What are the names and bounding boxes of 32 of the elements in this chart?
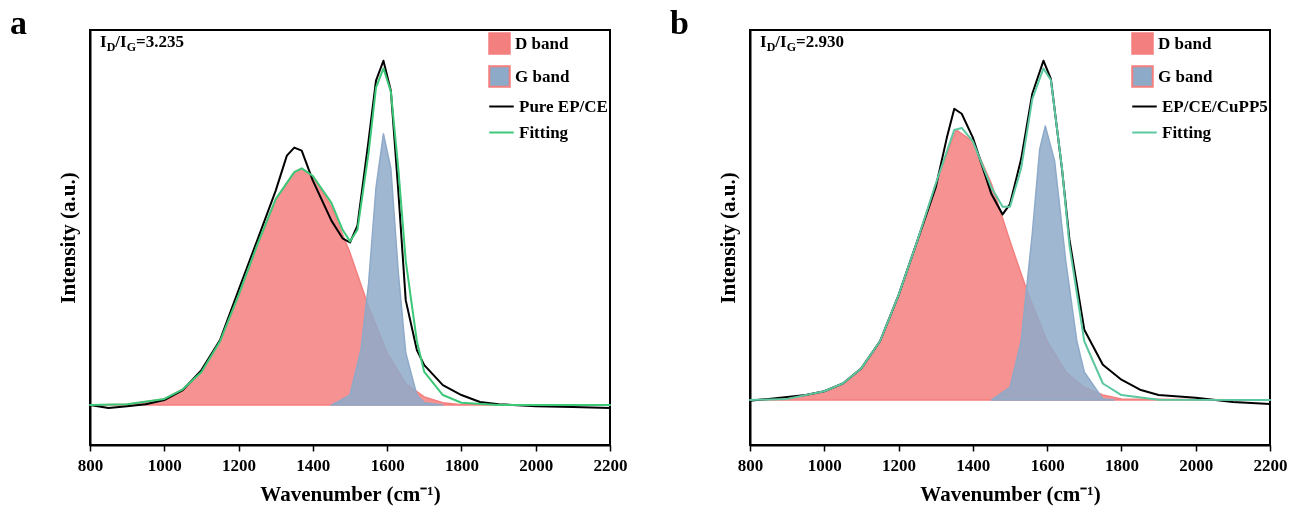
x-tick-label: 1000 (807, 455, 842, 475)
legend-label: EP/CE/CuPP5 (1162, 96, 1268, 116)
x-tick-label: 1000 (147, 455, 182, 475)
x-tick-label: 2000 (1179, 455, 1214, 475)
legend-label: G band (1158, 66, 1213, 86)
x-tick-label: 800 (77, 455, 104, 475)
x-tick-label: 1400 (956, 455, 991, 475)
x-axis-title: Wavenumber (cm⁻¹) (920, 481, 1101, 506)
legend-label: Fitting (519, 122, 569, 142)
x-tick-label: 1800 (1104, 455, 1139, 475)
x-tick-label: 1200 (882, 455, 917, 475)
text: a (10, 4, 27, 42)
x-tick-label: 1600 (370, 455, 405, 475)
x-axis-title: Wavenumber (cm⁻¹) (260, 481, 441, 506)
x-tick-label: 1600 (1030, 455, 1065, 475)
y-axis-title: Intensity (a.u.) (715, 172, 740, 304)
legend-label: D band (515, 33, 569, 53)
text: I$_{D}$/I$_{G}$=2.930 (760, 32, 844, 56)
x-tick-label: 2200 (593, 455, 628, 475)
legend-label: Fitting (1162, 122, 1212, 142)
legend-label: D band (1158, 33, 1212, 53)
x-tick-label: 1400 (296, 455, 331, 475)
x-tick-label: 1200 (222, 455, 257, 475)
legend-label: Pure EP/CE (519, 96, 608, 116)
text: b (670, 4, 689, 42)
x-tick-label: 1800 (444, 455, 479, 475)
legend-label: G band (515, 66, 570, 86)
y-axis-title: Intensity (a.u.) (55, 172, 80, 304)
x-tick-label: 800 (737, 455, 764, 475)
text: I$_{D}$/I$_{G}$=3.235 (100, 32, 184, 56)
x-tick-label: 2000 (519, 455, 554, 475)
x-tick-label: 2200 (1253, 455, 1288, 475)
